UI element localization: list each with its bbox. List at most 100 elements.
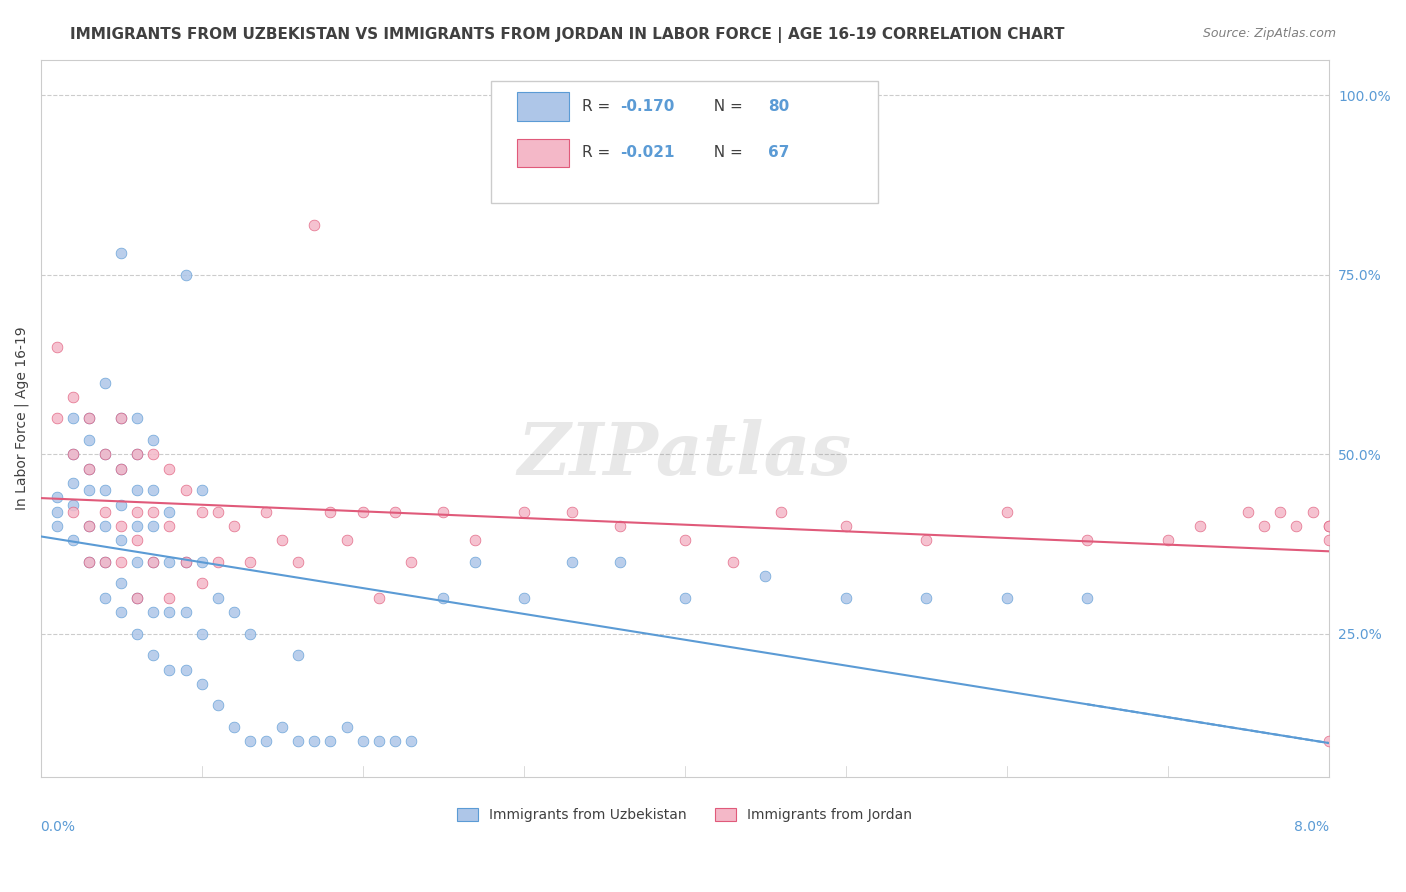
Point bbox=[207, 505, 229, 519]
Point bbox=[721, 555, 744, 569]
Point bbox=[127, 505, 149, 519]
Text: 67: 67 bbox=[768, 145, 790, 161]
Point bbox=[1076, 533, 1098, 548]
Point bbox=[432, 505, 454, 519]
Point bbox=[127, 626, 149, 640]
Point bbox=[77, 555, 100, 569]
Text: 0.0%: 0.0% bbox=[41, 821, 76, 834]
Point bbox=[399, 734, 422, 748]
Point bbox=[142, 555, 165, 569]
Point bbox=[110, 555, 132, 569]
Point bbox=[174, 483, 197, 497]
Point bbox=[62, 390, 84, 404]
Point bbox=[287, 648, 309, 663]
Point bbox=[94, 555, 117, 569]
Point bbox=[142, 648, 165, 663]
Point bbox=[190, 626, 212, 640]
Point bbox=[304, 218, 326, 232]
Point bbox=[464, 533, 486, 548]
Point bbox=[77, 461, 100, 475]
Point bbox=[464, 555, 486, 569]
Point bbox=[110, 605, 132, 619]
Point bbox=[110, 576, 132, 591]
Point bbox=[287, 555, 309, 569]
Point bbox=[995, 505, 1018, 519]
Point bbox=[157, 505, 180, 519]
Point bbox=[222, 605, 245, 619]
Point bbox=[94, 447, 117, 461]
Point bbox=[1270, 505, 1292, 519]
Point bbox=[77, 555, 100, 569]
Point bbox=[94, 376, 117, 390]
Point bbox=[271, 533, 294, 548]
Point bbox=[142, 505, 165, 519]
Point bbox=[77, 483, 100, 497]
Text: IMMIGRANTS FROM UZBEKISTAN VS IMMIGRANTS FROM JORDAN IN LABOR FORCE | AGE 16-19 : IMMIGRANTS FROM UZBEKISTAN VS IMMIGRANTS… bbox=[70, 27, 1064, 43]
Point bbox=[304, 734, 326, 748]
Point bbox=[239, 734, 262, 748]
Point bbox=[157, 519, 180, 533]
Point bbox=[142, 447, 165, 461]
Point bbox=[77, 519, 100, 533]
Point bbox=[367, 734, 389, 748]
Point bbox=[127, 533, 149, 548]
Point bbox=[319, 734, 342, 748]
Point bbox=[1317, 734, 1340, 748]
Point bbox=[142, 483, 165, 497]
Point bbox=[110, 246, 132, 260]
FancyBboxPatch shape bbox=[517, 92, 568, 120]
Point bbox=[384, 505, 406, 519]
Point bbox=[45, 505, 67, 519]
Point bbox=[110, 498, 132, 512]
Point bbox=[512, 505, 534, 519]
Point bbox=[335, 720, 357, 734]
Point bbox=[352, 505, 374, 519]
Point bbox=[157, 461, 180, 475]
Point bbox=[207, 591, 229, 605]
Point bbox=[45, 340, 67, 354]
Point bbox=[142, 519, 165, 533]
Point bbox=[207, 698, 229, 713]
Point bbox=[319, 505, 342, 519]
Point bbox=[142, 555, 165, 569]
Point bbox=[335, 533, 357, 548]
Point bbox=[915, 591, 938, 605]
Text: N =: N = bbox=[704, 99, 748, 114]
Point bbox=[609, 555, 631, 569]
Point bbox=[190, 555, 212, 569]
Point bbox=[1317, 519, 1340, 533]
Point bbox=[45, 491, 67, 505]
Point bbox=[45, 411, 67, 425]
Point bbox=[94, 447, 117, 461]
Point bbox=[673, 533, 696, 548]
Point bbox=[174, 555, 197, 569]
Point bbox=[1188, 519, 1211, 533]
Point bbox=[352, 734, 374, 748]
Point bbox=[770, 505, 793, 519]
Point bbox=[174, 605, 197, 619]
Point bbox=[62, 475, 84, 490]
Point bbox=[995, 591, 1018, 605]
Point bbox=[1076, 591, 1098, 605]
Point bbox=[157, 663, 180, 677]
Point bbox=[222, 519, 245, 533]
Text: R =: R = bbox=[582, 145, 614, 161]
Point bbox=[157, 555, 180, 569]
Point bbox=[127, 483, 149, 497]
Point bbox=[174, 663, 197, 677]
Point bbox=[512, 591, 534, 605]
Point bbox=[190, 576, 212, 591]
Point bbox=[1302, 505, 1324, 519]
Point bbox=[157, 605, 180, 619]
Point bbox=[673, 591, 696, 605]
Point bbox=[77, 433, 100, 447]
Point bbox=[834, 519, 856, 533]
Point bbox=[94, 591, 117, 605]
Point bbox=[239, 555, 262, 569]
Point bbox=[1253, 519, 1275, 533]
Point bbox=[127, 411, 149, 425]
Point bbox=[110, 461, 132, 475]
Point bbox=[110, 411, 132, 425]
Point bbox=[127, 447, 149, 461]
Point bbox=[190, 677, 212, 691]
